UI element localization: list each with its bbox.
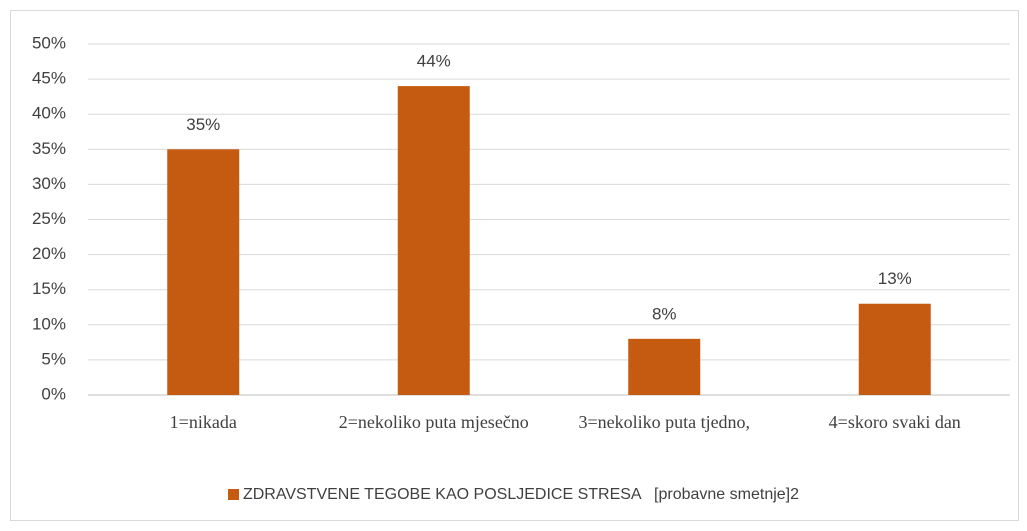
data-label: 13% bbox=[878, 269, 912, 288]
legend: ZDRAVSTVENE TEGOBE KAO POSLJEDICE STRESA… bbox=[0, 486, 1027, 504]
y-tick-label: 25% bbox=[32, 209, 66, 228]
y-tick-label: 20% bbox=[32, 244, 66, 263]
bar bbox=[858, 303, 931, 395]
data-label: 8% bbox=[652, 304, 677, 323]
y-tick-label: 15% bbox=[32, 279, 66, 298]
y-tick-label: 5% bbox=[41, 349, 66, 368]
data-label: 44% bbox=[417, 52, 451, 71]
y-tick-label: 0% bbox=[41, 384, 66, 403]
legend-label: ZDRAVSTVENE TEGOBE KAO POSLJEDICE STRESA… bbox=[242, 486, 800, 503]
bar bbox=[397, 86, 470, 396]
y-tick-label: 50% bbox=[32, 33, 66, 52]
data-label: 35% bbox=[186, 115, 220, 134]
bar bbox=[167, 149, 240, 395]
y-tick-label: 30% bbox=[32, 174, 66, 193]
x-tick-label: 3=nekoliko puta tjedno, bbox=[578, 412, 751, 432]
y-tick-label: 35% bbox=[32, 139, 66, 158]
x-tick-label: 2=nekoliko puta mjesečno bbox=[338, 412, 529, 432]
chart-border bbox=[10, 10, 1019, 521]
x-tick-label: 4=skoro svaki dan bbox=[828, 412, 961, 432]
legend-swatch bbox=[227, 489, 239, 500]
y-tick-label: 10% bbox=[32, 314, 66, 333]
y-tick-label: 45% bbox=[32, 69, 66, 88]
bar bbox=[628, 338, 701, 395]
x-tick-label: 1=nikada bbox=[169, 412, 237, 432]
y-tick-label: 40% bbox=[32, 104, 66, 123]
